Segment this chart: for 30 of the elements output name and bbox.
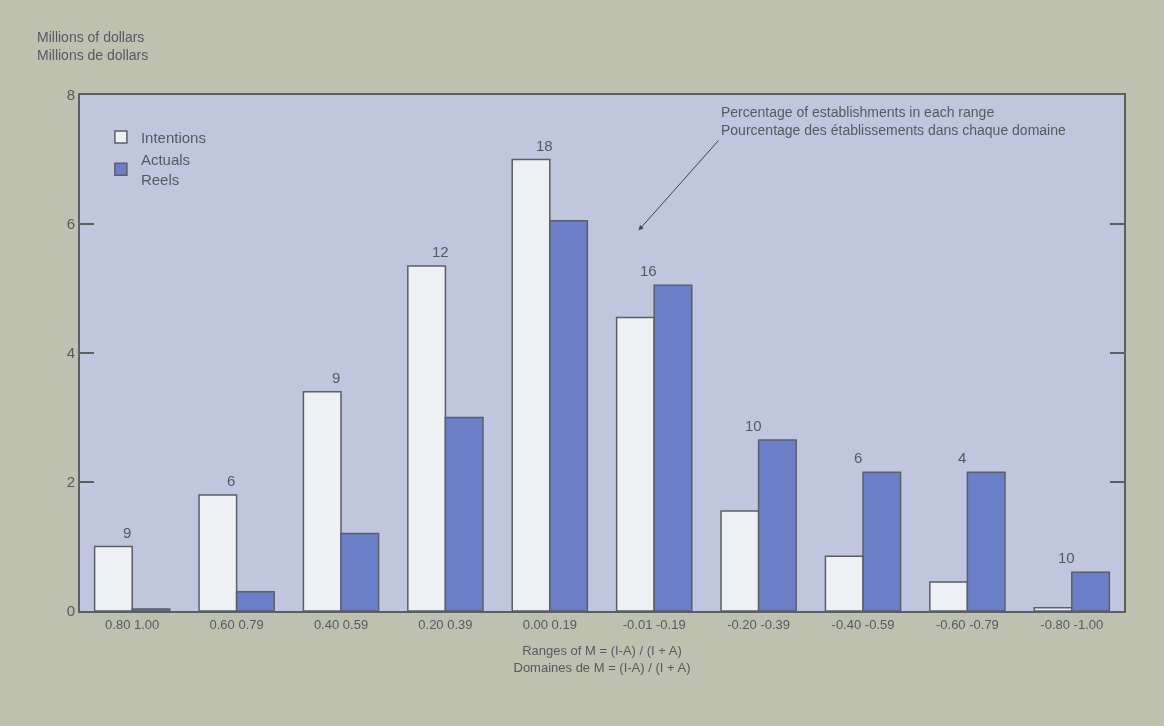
annotation: 9 (332, 369, 341, 386)
annotation: 10 (745, 417, 762, 434)
y-tick-label: 8 (66, 86, 75, 104)
x-tick-label: -0.80 -1.00 (1040, 616, 1104, 632)
annotation: 18 (536, 137, 553, 154)
y-tick-label: 4 (66, 344, 75, 362)
x-axis-title: Ranges of M = (I-A) / (I + A) Domaines de M = (I-A) / (I + A) (513, 642, 691, 675)
x-tick-label: -0.40 -0.59 (831, 616, 895, 632)
y-tick-label: 6 (66, 215, 75, 233)
annotation: Percentage of establishments in each range Pourcentage des établissements dans chaque domaine (721, 104, 1066, 139)
y-tick-label: 2 (66, 473, 75, 491)
legend-label: Intentions (140, 128, 206, 146)
y-tick-label: 0 (66, 602, 75, 620)
annotation: 12 (432, 243, 449, 260)
annotation: 9 (123, 524, 132, 541)
annotation: 4 (958, 449, 967, 466)
x-tick-label: -0.60 -0.79 (935, 616, 999, 632)
x-tick-label: -0.20 -0.39 (727, 616, 791, 632)
x-tick-label: -0.01 -0.19 (622, 616, 686, 632)
annotation: 16 (640, 262, 657, 279)
x-tick-label: 0.00 0.19 (522, 616, 577, 632)
x-tick-label: 0.20 0.39 (418, 616, 473, 632)
annotation: 10 (1058, 549, 1075, 566)
x-tick-label: 0.60 0.79 (209, 616, 264, 632)
y-axis-title: Millions of dollars Millions de dollars (37, 29, 149, 64)
annotation: 6 (227, 472, 236, 489)
x-tick-label: 0.40 0.59 (313, 616, 369, 632)
annotation: 6 (854, 449, 863, 466)
x-tick-label: 0.80 1.00 (105, 616, 160, 632)
legend-label: Actuals Reels (140, 151, 191, 188)
